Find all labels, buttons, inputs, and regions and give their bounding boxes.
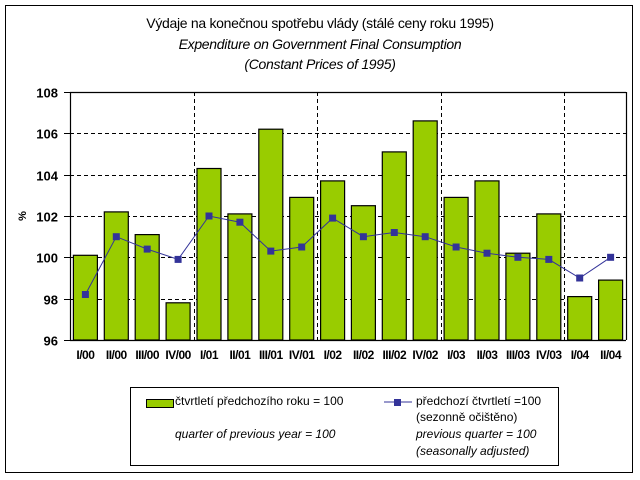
line-point-IV/02 bbox=[421, 233, 429, 241]
x-tick-label: IV/02 bbox=[412, 348, 438, 362]
x-tick-label: IV/03 bbox=[536, 348, 562, 362]
bar-II/03 bbox=[474, 180, 500, 341]
line-point-II/01 bbox=[236, 218, 244, 226]
bar-II/02 bbox=[350, 205, 376, 341]
legend: čtvrtletí předchozího roku = 100 quarter… bbox=[130, 387, 559, 466]
bar-II/00 bbox=[103, 211, 129, 341]
line-point-IV/01 bbox=[298, 243, 306, 251]
y-axis-label: % bbox=[17, 211, 29, 221]
bar-IV/01 bbox=[289, 196, 315, 341]
bar-I/01 bbox=[196, 167, 222, 341]
line-point-I/03 bbox=[452, 243, 460, 251]
bar-IV/03 bbox=[536, 213, 562, 341]
y-tick-label: 98 bbox=[44, 293, 58, 308]
x-tick-label: I/03 bbox=[447, 348, 466, 362]
chart-subtitle-en: Expenditure on Government Final Consumpt… bbox=[178, 36, 462, 52]
line-point-II/04 bbox=[607, 253, 615, 261]
legend-line-label-en-2: (seasonally adjusted) bbox=[416, 444, 530, 458]
line-point-I/01 bbox=[205, 212, 213, 220]
x-tick-label: III/01 bbox=[259, 348, 284, 362]
bar-IV/02 bbox=[412, 120, 438, 341]
x-tick-label: IV/00 bbox=[165, 348, 191, 362]
legend-bar-swatch bbox=[146, 399, 174, 408]
chart-title: Výdaje na konečnou spotřebu vlády (stálé… bbox=[146, 15, 494, 31]
x-tick-label: III/00 bbox=[135, 348, 160, 362]
x-tick-label: III/02 bbox=[382, 348, 407, 362]
x-tick-label: II/00 bbox=[106, 348, 128, 362]
x-tick-label: II/01 bbox=[229, 348, 251, 362]
bar-I/03 bbox=[443, 196, 469, 341]
bar-III/02 bbox=[381, 151, 407, 341]
line-point-IV/03 bbox=[545, 255, 553, 263]
y-tick-label: 104 bbox=[36, 169, 58, 184]
bar-II/04 bbox=[597, 279, 624, 341]
line-point-III/01 bbox=[267, 247, 275, 255]
x-tick-label: II/04 bbox=[600, 348, 622, 362]
line-point-III/02 bbox=[390, 229, 398, 236]
bar-III/01 bbox=[258, 128, 284, 341]
x-tick-label: I/01 bbox=[200, 348, 219, 362]
legend-bar-label: čtvrtletí předchozího roku = 100 bbox=[175, 394, 344, 408]
line-point-IV/00 bbox=[174, 255, 182, 263]
line-point-I/02 bbox=[329, 214, 337, 222]
x-tick-label: I/00 bbox=[76, 348, 95, 362]
line-series bbox=[84, 215, 611, 295]
line-point-I/00 bbox=[81, 291, 89, 298]
bar-I/02 bbox=[320, 180, 346, 341]
bar-IV/00 bbox=[165, 302, 191, 341]
legend-line-label-2: (sezonně očištěno) bbox=[416, 410, 518, 424]
legend-line-label: předchozí čtvrtletí =100 bbox=[416, 394, 542, 408]
legend-line-label-en: previous quarter = 100 bbox=[416, 427, 537, 441]
line-point-II/00 bbox=[112, 233, 120, 241]
x-tick-label: I/04 bbox=[571, 348, 590, 362]
bar-III/03 bbox=[505, 252, 531, 341]
x-tick-label: I/02 bbox=[324, 348, 343, 362]
bar-I/04 bbox=[567, 296, 593, 341]
line-point-II/02 bbox=[359, 233, 367, 241]
legend-bar-label-en: quarter of previous year = 100 bbox=[175, 427, 336, 441]
x-tick-label: II/02 bbox=[353, 348, 375, 362]
bar-II/01 bbox=[227, 213, 253, 341]
x-tick-label: II/03 bbox=[477, 348, 499, 362]
y-tick-label: 96 bbox=[44, 334, 58, 349]
y-tick-label: 106 bbox=[36, 127, 58, 142]
legend-line-swatch bbox=[384, 399, 412, 406]
line-point-I/04 bbox=[576, 274, 584, 282]
line-point-II/03 bbox=[483, 249, 491, 257]
y-tick-label: 108 bbox=[36, 86, 58, 101]
chart-subtitle-en-2: (Constant Prices of 1995) bbox=[244, 56, 396, 72]
y-tick-label: 100 bbox=[36, 251, 58, 266]
x-tick-label: IV/01 bbox=[289, 348, 315, 362]
line-point-III/00 bbox=[143, 245, 151, 253]
x-tick-label: III/03 bbox=[506, 348, 531, 362]
y-tick-label: 102 bbox=[36, 210, 58, 225]
line-point-III/03 bbox=[514, 253, 522, 261]
